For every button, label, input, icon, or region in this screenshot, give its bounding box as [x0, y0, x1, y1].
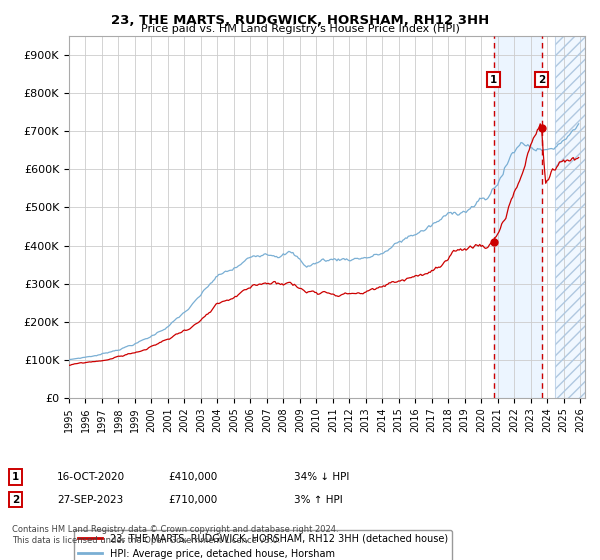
Text: 16-OCT-2020: 16-OCT-2020 [57, 472, 125, 482]
Text: 2: 2 [12, 494, 19, 505]
Text: Contains HM Land Registry data © Crown copyright and database right 2024.
This d: Contains HM Land Registry data © Crown c… [12, 525, 338, 545]
Bar [556, 36, 585, 398]
Text: £710,000: £710,000 [168, 494, 217, 505]
Bar [494, 36, 542, 398]
Text: 27-SEP-2023: 27-SEP-2023 [57, 494, 123, 505]
Text: 2: 2 [538, 74, 545, 85]
Text: 34% ↓ HPI: 34% ↓ HPI [294, 472, 349, 482]
Text: Price paid vs. HM Land Registry's House Price Index (HPI): Price paid vs. HM Land Registry's House … [140, 24, 460, 34]
Text: 1: 1 [490, 74, 497, 85]
Text: 1: 1 [12, 472, 19, 482]
Text: £410,000: £410,000 [168, 472, 217, 482]
Text: 23, THE MARTS, RUDGWICK, HORSHAM, RH12 3HH: 23, THE MARTS, RUDGWICK, HORSHAM, RH12 3… [111, 14, 489, 27]
Bar [556, 36, 585, 398]
Legend: 23, THE MARTS, RUDGWICK, HORSHAM, RH12 3HH (detached house), HPI: Average price,: 23, THE MARTS, RUDGWICK, HORSHAM, RH12 3… [74, 530, 452, 560]
Text: 3% ↑ HPI: 3% ↑ HPI [294, 494, 343, 505]
